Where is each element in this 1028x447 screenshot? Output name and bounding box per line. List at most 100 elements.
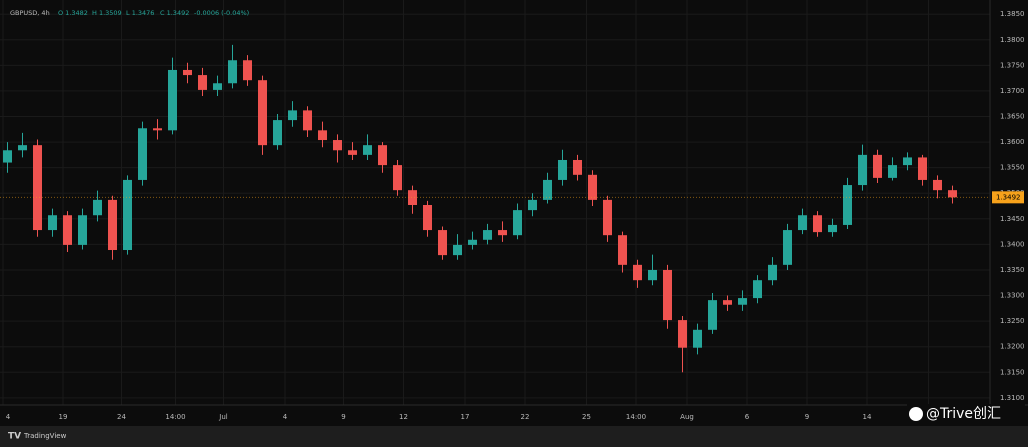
candle-body xyxy=(33,145,42,231)
candle-body xyxy=(543,179,552,200)
ohlc-low: L 1.3476 xyxy=(126,9,154,17)
candle-body xyxy=(183,69,192,76)
candle-body xyxy=(498,230,507,236)
x-tick-label: 12 xyxy=(399,413,408,421)
candle-body xyxy=(228,60,237,84)
candle-body xyxy=(393,165,402,191)
candle-body xyxy=(138,128,147,180)
candle-body xyxy=(828,224,837,233)
y-tick-label: 1.3200 xyxy=(1000,343,1025,351)
y-tick-label: 1.3800 xyxy=(1000,36,1025,44)
y-tick-label: 1.3600 xyxy=(1000,138,1025,146)
x-tick-label: 9 xyxy=(805,413,809,421)
x-tick-label: 14:00 xyxy=(165,413,185,421)
candle-body xyxy=(783,230,792,265)
candle-body xyxy=(423,205,432,231)
y-tick-label: 1.3100 xyxy=(1000,394,1025,402)
candle-body xyxy=(918,157,927,180)
x-tick-label: 4 xyxy=(283,413,288,421)
y-tick-label: 1.3750 xyxy=(1000,61,1025,69)
last-price-box xyxy=(992,191,1024,204)
candle-body xyxy=(48,215,57,231)
candle-body xyxy=(663,269,672,321)
y-tick-label: 1.3650 xyxy=(1000,113,1025,121)
candle-body xyxy=(753,280,762,299)
candle-body xyxy=(348,150,357,155)
y-tick-label: 1.3250 xyxy=(1000,317,1025,325)
y-tick-label: 1.3150 xyxy=(1000,368,1025,376)
x-tick-label: 6 xyxy=(745,413,750,421)
last-price-label: 1.3492 xyxy=(996,193,1021,201)
y-tick-label: 1.3450 xyxy=(1000,215,1025,223)
candle-body xyxy=(378,145,387,166)
y-tick-label: 1.3400 xyxy=(1000,240,1025,248)
candle-body xyxy=(648,269,657,281)
candle-body xyxy=(3,150,12,163)
ohlc-high: H 1.3509 xyxy=(92,9,122,17)
ohlc-open: O 1.3482 xyxy=(58,9,88,17)
candle-body xyxy=(273,120,282,146)
candle-body xyxy=(513,210,522,236)
x-tick-label: 19 xyxy=(59,413,68,421)
candle-body xyxy=(693,329,702,348)
x-tick-label: 17 xyxy=(461,413,470,421)
candle-body xyxy=(708,300,717,330)
x-tick-label: Jul xyxy=(218,413,228,421)
candle-body xyxy=(78,215,87,245)
symbol: GBPUSD, 4h xyxy=(10,9,50,17)
candle-body xyxy=(243,60,252,81)
watermark: @Trive创汇 xyxy=(926,406,1001,422)
candle-body xyxy=(468,239,477,245)
candle-body xyxy=(618,235,627,265)
candle-body xyxy=(903,157,912,166)
candle-body xyxy=(363,145,372,155)
y-tick-label: 1.3350 xyxy=(1000,266,1025,274)
candle-body xyxy=(738,298,747,305)
candle-body xyxy=(558,159,567,180)
y-tick-label: 1.3850 xyxy=(1000,10,1025,18)
candle-body xyxy=(408,190,417,205)
x-tick-label: 4 xyxy=(6,413,11,421)
x-tick-label: 9 xyxy=(341,413,345,421)
x-tick-label: 22 xyxy=(521,413,530,421)
candle-body xyxy=(723,300,732,305)
candle-body xyxy=(108,199,117,251)
candle-body xyxy=(213,83,222,90)
candle-body xyxy=(258,80,267,146)
y-tick-label: 1.3300 xyxy=(1000,292,1025,300)
x-tick-label: 25 xyxy=(582,413,591,421)
candle-body xyxy=(93,199,102,216)
candle-body xyxy=(288,110,297,121)
candle-body xyxy=(588,174,597,200)
logo-icon: TV xyxy=(8,432,21,442)
x-tick-label: 14 xyxy=(863,413,872,421)
ohlc-close: C 1.3492 xyxy=(160,9,189,17)
candle-body xyxy=(633,264,642,281)
ohlc-change: -0.0006 (-0.04%) xyxy=(194,9,249,17)
candle-body xyxy=(453,244,462,256)
y-tick-label: 1.3550 xyxy=(1000,164,1025,172)
candle-body xyxy=(603,199,612,236)
candle-body xyxy=(948,190,957,198)
candle-body xyxy=(528,199,537,211)
candle-body xyxy=(798,215,807,231)
candle-body xyxy=(153,128,162,131)
candle-body xyxy=(888,165,897,178)
candle-body xyxy=(768,264,777,281)
candle-body xyxy=(858,154,867,186)
candle-body xyxy=(843,185,852,225)
candle-body xyxy=(483,230,492,240)
candle-body xyxy=(123,179,132,251)
candle-body xyxy=(303,110,312,131)
candle-body xyxy=(813,215,822,233)
footer-bar xyxy=(0,426,1028,447)
candle-body xyxy=(198,75,207,90)
x-tick-label: 24 xyxy=(117,413,126,421)
candle-body xyxy=(873,154,882,178)
candle-body xyxy=(168,69,177,131)
candle-body xyxy=(678,320,687,348)
candle-body xyxy=(573,159,582,175)
candle-body xyxy=(933,179,942,191)
candle-body xyxy=(438,230,447,256)
